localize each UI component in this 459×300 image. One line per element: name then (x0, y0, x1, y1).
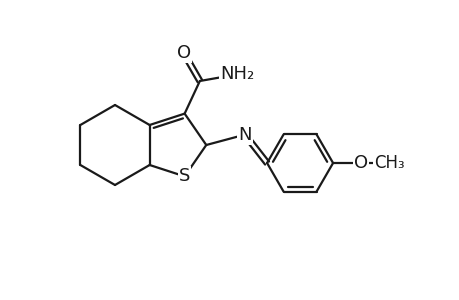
Text: N: N (238, 126, 251, 144)
Text: S: S (179, 167, 190, 185)
Text: O: O (176, 44, 190, 62)
Text: NH₂: NH₂ (220, 65, 254, 83)
Text: O: O (353, 154, 367, 172)
Text: CH₃: CH₃ (373, 154, 403, 172)
